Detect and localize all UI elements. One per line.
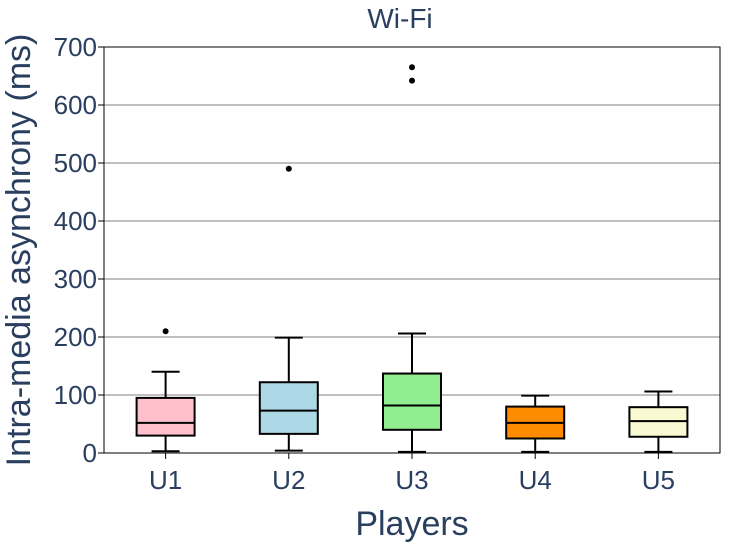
box-u3 [382, 64, 442, 453]
y-tick-label: 500 [54, 148, 97, 178]
y-axis-title: Intra-media asynchrony (ms) [0, 34, 38, 467]
outlier-point [409, 64, 415, 71]
y-tick-label: 700 [54, 32, 97, 62]
x-tick-label: U5 [642, 465, 675, 495]
iqr-box [258, 381, 319, 435]
chart-title: Wi-Fi [367, 3, 432, 34]
y-tick-label: 100 [54, 380, 97, 410]
outlier-point [162, 328, 169, 335]
box-series [135, 64, 689, 453]
x-axis-ticks: U1 U2 U3 U4 U5 [149, 453, 675, 495]
box-u1 [135, 328, 196, 453]
box-u4 [505, 394, 566, 453]
y-tick-label: 0 [83, 438, 97, 468]
outlier-point [285, 165, 292, 172]
outlier-point [409, 77, 415, 84]
x-axis-title: Players [355, 505, 468, 543]
x-tick-label: U2 [272, 465, 305, 495]
x-tick-label: U1 [149, 465, 182, 495]
x-tick-label: U3 [395, 465, 428, 495]
y-tick-label: 200 [54, 322, 97, 352]
box-u2 [258, 165, 319, 452]
gridlines [104, 104, 720, 396]
iqr-box [135, 396, 196, 437]
box-u5 [628, 390, 689, 453]
y-tick-label: 400 [54, 206, 97, 236]
x-tick-label: U4 [519, 465, 552, 495]
y-tick-label: 300 [54, 264, 97, 294]
iqr-box [382, 372, 442, 431]
y-tick-label: 600 [54, 90, 97, 120]
y-axis-ticks: 0 100 200 300 400 500 600 700 [54, 32, 104, 468]
